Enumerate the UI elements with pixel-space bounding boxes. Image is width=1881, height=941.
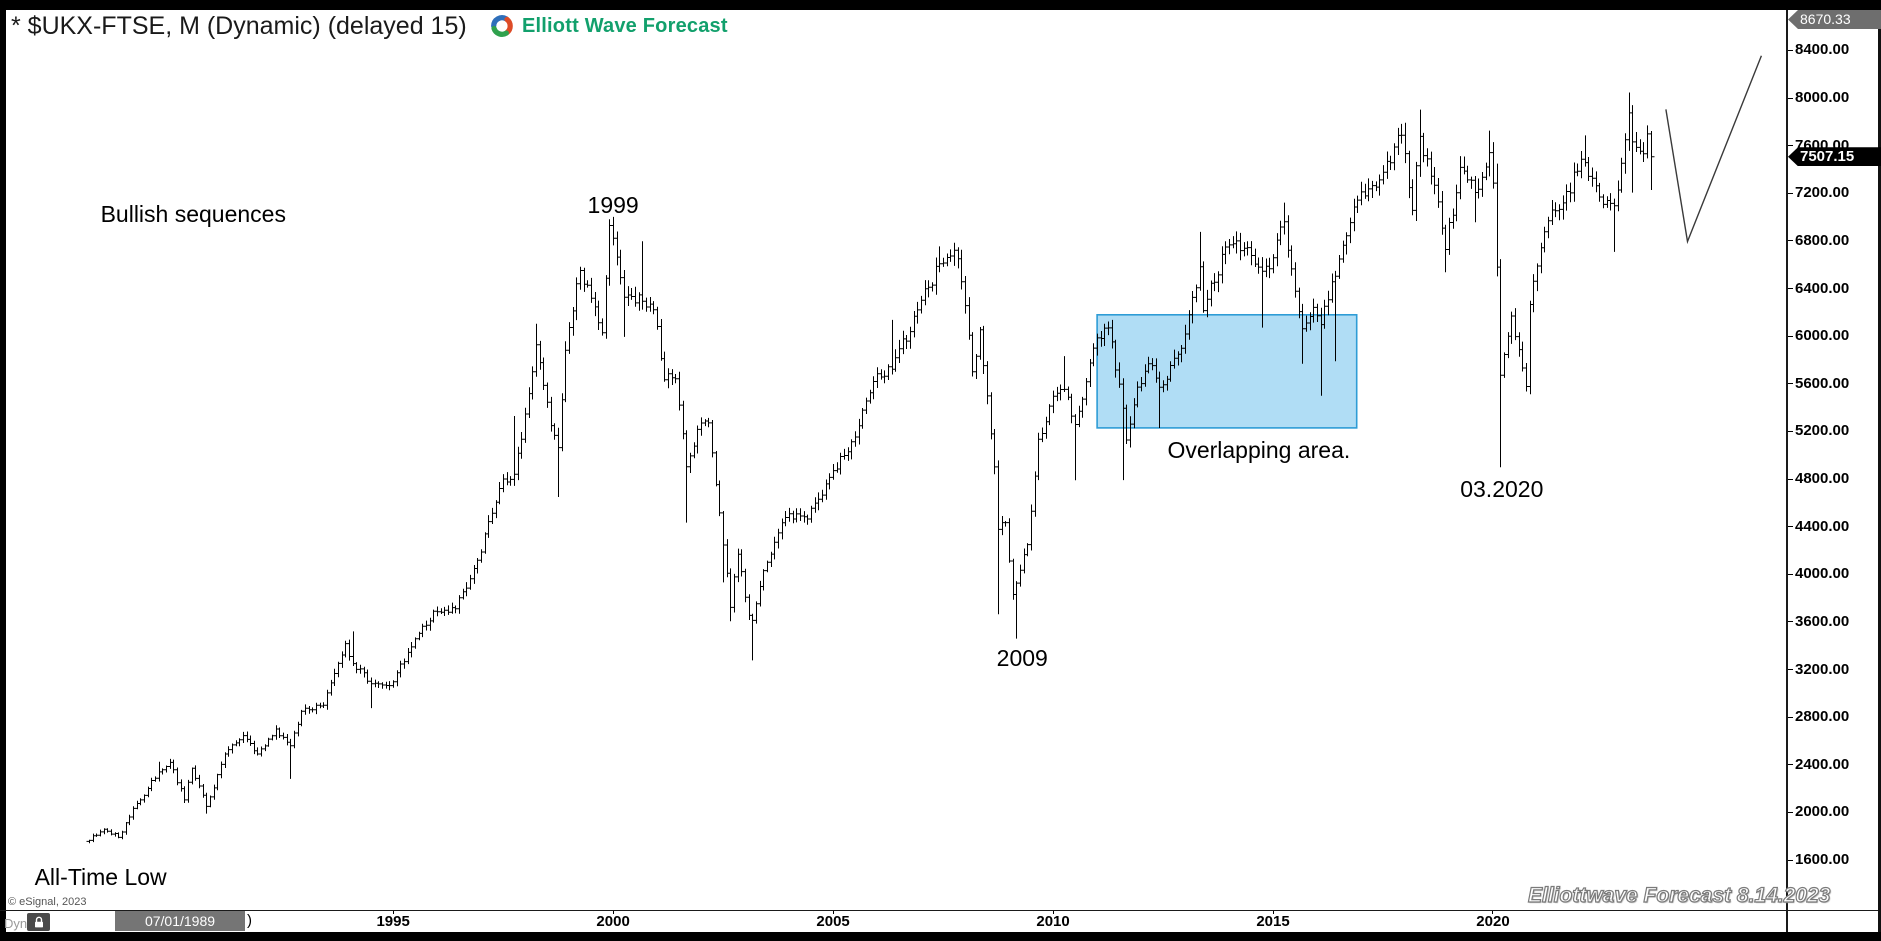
forecast-zigzag-line [1665,55,1763,245]
chart-annotation: All-Time Low [34,864,167,891]
y-axis-tick [1787,859,1793,861]
x-axis-tick [612,910,614,914]
price-axis-separator [1786,10,1788,932]
x-axis-tick [832,910,834,914]
x-axis-tick [1492,910,1494,914]
y-axis-label: 4400.00 [1795,517,1850,535]
y-axis-label: 5200.00 [1795,422,1850,440]
y-axis-tick [1787,49,1793,51]
time-axis-line [0,910,1878,911]
window-frame-left [0,0,6,932]
y-axis-tick [1787,478,1793,480]
ewf-logo-text: Elliott Wave Forecast [522,14,728,37]
ewf-swirl-icon [491,15,513,37]
x-axis-label: 2020 [1476,913,1510,930]
chart-annotation: 2009 [996,645,1048,672]
y-axis-tick [1787,145,1793,147]
y-axis-tick [1787,573,1793,575]
y-axis-label: 1600.00 [1795,851,1850,868]
y-axis-label: 8400.00 [1795,41,1850,59]
date-paren: ) [247,912,252,929]
y-axis-label: 7200.00 [1795,184,1850,202]
y-axis-tick [1787,240,1793,242]
x-axis-label: 2015 [1256,913,1290,930]
y-axis-tick [1787,430,1793,432]
y-axis-label: 2400.00 [1795,755,1850,773]
overlapping-area-box [1096,313,1358,429]
x-axis-tick [1052,910,1054,914]
x-axis-label: 1995 [376,913,410,930]
y-axis-label: 6400.00 [1795,279,1850,297]
dyn-mode-label: Dyn [4,916,28,931]
x-axis-label: 2000 [596,913,630,930]
y-axis-tick [1787,383,1793,385]
y-axis-label: 3200.00 [1795,660,1850,678]
y-axis-tick [1787,716,1793,718]
y-axis-tick [1787,335,1793,337]
symbol-title: * $UKX-FTSE, M (Dynamic) (delayed 15) [11,12,467,40]
y-axis-tick [1787,192,1793,194]
y-axis-tick [1787,621,1793,623]
esignal-copyright: © eSignal, 2023 [8,896,87,908]
chart-annotation: Bullish sequences [100,200,286,227]
chart-annotation: 1999 [587,191,639,218]
forecast-watermark: Elliottwave Forecast 8.14.2023 [1527,883,1831,907]
y-axis-label: 3600.00 [1795,612,1850,630]
y-axis-label: 2800.00 [1795,708,1850,726]
x-axis-tick [392,910,394,914]
y-axis-label: 4800.00 [1795,470,1850,488]
y-axis-tick [1787,811,1793,813]
y-axis-tick [1787,526,1793,528]
last-price-tag: 7507.15 [1788,147,1881,167]
ohlc-bars [86,92,1655,844]
chart-annotation: Overlapping area. [1167,437,1351,464]
elliott-wave-forecast-logo: Elliott Wave Forecast [488,12,728,40]
y-axis-tick [1787,97,1793,99]
x-axis-label: 2005 [816,913,850,930]
x-axis-tick [1272,910,1274,914]
chart-annotation: 03.2020 [1460,475,1544,502]
y-axis-label: 8000.00 [1795,89,1850,107]
y-axis-label: 6800.00 [1795,231,1850,249]
window-frame-top [0,0,1881,10]
window-frame-bottom [0,932,1881,941]
y-axis-label: 5600.00 [1795,374,1850,392]
y-axis-tick [1787,764,1793,766]
window-frame-right [1878,10,1881,932]
y-axis-label: 6000.00 [1795,327,1850,345]
session-high-price-tag: 8670.33 [1788,10,1881,29]
y-axis-label: 4000.00 [1795,565,1850,583]
y-axis-tick [1787,669,1793,671]
lock-icon[interactable] [27,913,50,931]
start-date-field[interactable]: 07/01/1989 [115,911,245,931]
y-axis-label: 2000.00 [1795,803,1850,821]
x-axis-label: 2010 [1036,913,1070,930]
y-axis-tick [1787,288,1793,290]
